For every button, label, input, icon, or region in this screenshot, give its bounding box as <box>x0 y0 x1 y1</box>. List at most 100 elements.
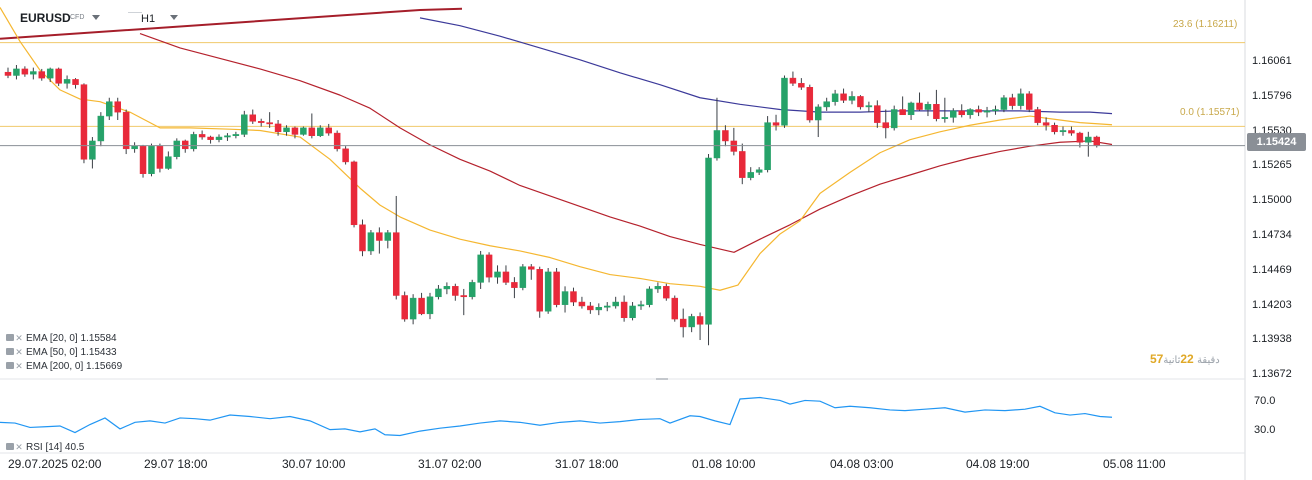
candle-body <box>722 130 729 142</box>
candle <box>106 97 113 121</box>
countdown-seconds-suffix: ثانية <box>1163 355 1181 366</box>
candle-body <box>696 316 704 325</box>
resistance-trendline <box>0 7 463 40</box>
ema200-legend[interactable]: ✕ EMA [200, 0] 1.15669 <box>6 361 122 372</box>
candle-body <box>477 254 484 283</box>
candle-body <box>165 156 172 169</box>
candles <box>4 65 1101 346</box>
settings-icon[interactable] <box>6 362 14 369</box>
candle-body <box>249 114 257 122</box>
candle-body <box>612 301 619 307</box>
candle <box>730 127 738 156</box>
candle <box>764 116 771 173</box>
candle-body <box>291 127 299 135</box>
candle-body <box>317 127 324 136</box>
candle-body <box>30 71 37 75</box>
settings-icon[interactable] <box>6 334 14 341</box>
candle-body <box>257 121 265 123</box>
candle-body <box>485 254 493 278</box>
candle-body <box>122 111 130 150</box>
candle-body <box>80 84 88 160</box>
candle <box>823 97 830 111</box>
candle <box>916 92 923 111</box>
candle-body <box>283 127 290 133</box>
candle <box>528 264 535 280</box>
candle <box>570 287 577 306</box>
candle-body <box>342 148 349 163</box>
panel-resize-handle[interactable] <box>656 378 668 380</box>
candle-body <box>975 109 982 113</box>
candle <box>536 266 543 318</box>
candle <box>55 67 62 86</box>
price-tick-label: 1.14469 <box>1252 263 1292 276</box>
candle-body <box>21 68 29 75</box>
candle <box>215 134 223 143</box>
candle-body <box>241 114 248 135</box>
ema20-legend-text: EMA [20, 0] 1.15584 <box>26 333 117 344</box>
candle <box>139 144 147 178</box>
candle <box>477 250 484 289</box>
symbol-dropdown-icon[interactable] <box>92 15 100 20</box>
candle-body <box>772 122 780 126</box>
candle <box>950 108 957 123</box>
candle <box>283 125 290 136</box>
close-icon[interactable]: ✕ <box>15 442 23 452</box>
candle-body <box>4 71 12 76</box>
candle-body <box>1000 97 1008 110</box>
candle <box>190 131 197 152</box>
candle-body <box>156 145 164 169</box>
candle <box>232 131 240 139</box>
ema50-legend[interactable]: ✕ EMA [50, 0] 1.15433 <box>6 347 117 358</box>
candle-body <box>173 140 181 157</box>
candle <box>384 230 392 249</box>
candle <box>165 151 172 170</box>
ema20-legend[interactable]: ✕ EMA [20, 0] 1.15584 <box>6 333 117 344</box>
candle <box>350 160 358 228</box>
symbol-label[interactable]: EURUSD <box>20 11 71 25</box>
candle-body <box>198 134 206 138</box>
settings-icon[interactable] <box>6 348 14 355</box>
candle <box>874 100 881 128</box>
candle <box>519 264 527 291</box>
candle <box>435 285 442 300</box>
close-icon[interactable]: ✕ <box>15 347 23 357</box>
candle-body <box>578 301 586 307</box>
candle <box>646 286 653 308</box>
ema50-legend-text: EMA [50, 0] 1.15433 <box>26 347 117 358</box>
candle-body <box>747 172 754 178</box>
candle <box>122 109 130 155</box>
candle <box>468 279 476 300</box>
candle-body <box>916 102 923 110</box>
candle-body <box>705 157 712 325</box>
rsi-legend[interactable]: ✕ RSI [14] 40.5 <box>6 442 84 453</box>
candle <box>654 282 662 293</box>
candle-body <box>553 271 560 305</box>
candle <box>1076 131 1084 148</box>
candle-body <box>1017 93 1025 106</box>
settings-icon[interactable] <box>6 443 14 450</box>
candle <box>958 104 965 118</box>
close-icon[interactable]: ✕ <box>15 333 23 343</box>
price-tick-label: 1.16061 <box>1252 55 1292 68</box>
ema20-line <box>0 7 1113 291</box>
close-icon[interactable]: ✕ <box>15 361 23 371</box>
candle <box>359 219 366 257</box>
candle-body <box>823 101 830 108</box>
candle-body <box>941 117 949 119</box>
candle-body <box>798 83 805 88</box>
candle <box>907 101 915 121</box>
timeframe-label[interactable]: H1 <box>141 13 156 25</box>
candle <box>207 135 214 144</box>
candle <box>89 137 96 169</box>
candle-body <box>874 105 881 123</box>
candle-body <box>663 286 670 299</box>
timeframe-dropdown-icon[interactable] <box>170 15 178 20</box>
candle <box>30 67 37 80</box>
candle <box>966 108 974 119</box>
candle <box>38 68 46 81</box>
time-tick-label: 01.08 10:00 <box>692 457 756 471</box>
candle <box>612 296 619 309</box>
candle-body <box>620 301 628 319</box>
candle-body <box>739 151 746 178</box>
